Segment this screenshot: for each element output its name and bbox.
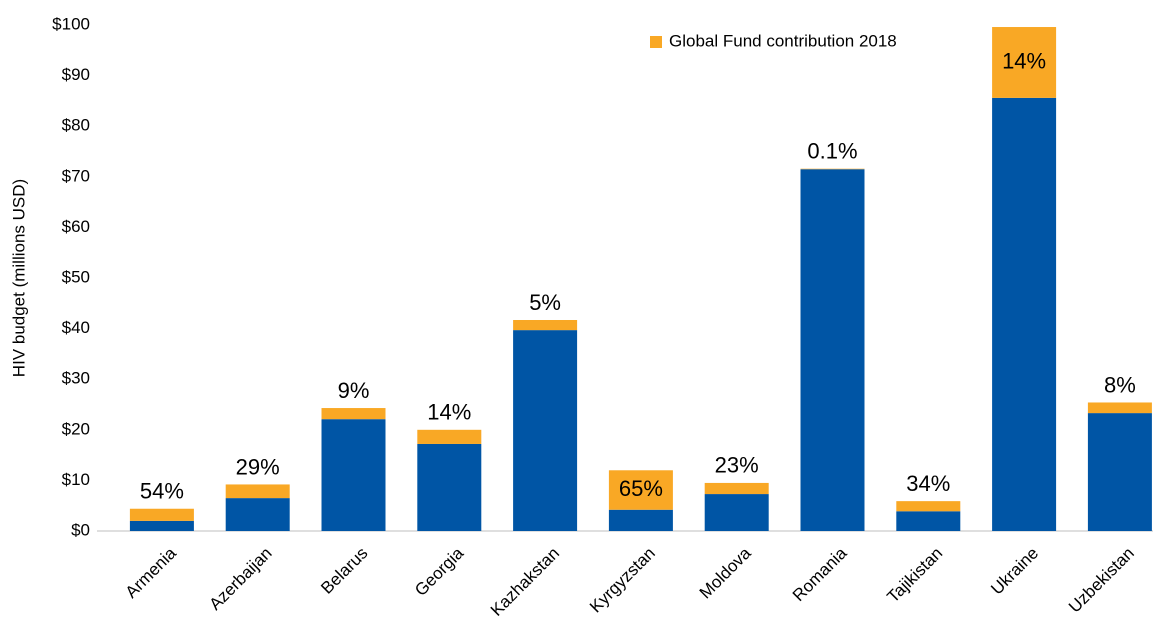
- y-tick-label: $50: [62, 267, 90, 286]
- bar-segment: [896, 511, 961, 531]
- y-tick-label: $0: [71, 520, 90, 539]
- bar-segment: [1087, 413, 1152, 531]
- y-tick-label: $70: [62, 166, 90, 185]
- bar-segment: [608, 509, 673, 531]
- x-tick-label: Ukraine: [987, 544, 1042, 599]
- bar-segment: [1087, 402, 1152, 414]
- bar-segment: [417, 429, 482, 444]
- bar-segment: [417, 443, 482, 531]
- bar-segment: [704, 494, 769, 531]
- bar-segment: [896, 501, 961, 512]
- bar-segment: [800, 168, 865, 170]
- x-tick-label: Tajikistan: [883, 544, 946, 607]
- x-tick-label: Kyrgyzstan: [586, 544, 659, 617]
- x-tick-label: Moldova: [696, 543, 755, 602]
- bar-segment: [225, 498, 290, 531]
- bar-segment: [513, 330, 578, 531]
- share-label: 65%: [619, 476, 663, 501]
- share-label: 14%: [1002, 48, 1046, 73]
- y-axis-title: HIV budget (millions USD): [9, 179, 28, 377]
- share-label: 54%: [140, 479, 184, 504]
- x-tick-label: Romania: [789, 543, 851, 605]
- share-label: 34%: [906, 471, 950, 496]
- x-tick-label: Kazhakstan: [487, 544, 563, 620]
- legend-swatch: [650, 36, 662, 48]
- x-tick-label: Georgia: [411, 543, 468, 600]
- bar-segment: [992, 97, 1057, 531]
- share-label: 23%: [715, 453, 759, 478]
- bar-segment: [321, 419, 386, 531]
- x-tick-label: Uzbekistan: [1065, 544, 1138, 617]
- y-tick-label: $80: [62, 116, 90, 135]
- y-tick-label: $100: [52, 14, 90, 33]
- legend-label: Global Fund contribution 2018: [669, 31, 897, 50]
- bar-segment: [321, 408, 386, 420]
- share-label: 9%: [338, 378, 370, 403]
- bar-segment: [992, 27, 1057, 98]
- bar-segment: [225, 484, 290, 499]
- y-tick-label: $30: [62, 369, 90, 388]
- share-label: 0.1%: [807, 139, 857, 164]
- share-label: 29%: [236, 454, 280, 479]
- y-tick-label: $20: [62, 419, 90, 438]
- bar-segment: [129, 520, 194, 531]
- bar-segment: [129, 508, 194, 521]
- x-tick-label: Azerbaijan: [205, 544, 275, 614]
- y-tick-label: $90: [62, 65, 90, 84]
- bar-segment: [608, 470, 673, 510]
- x-tick-label: Armenia: [122, 543, 181, 602]
- bar-segment: [704, 482, 769, 495]
- y-tick-label: $10: [62, 470, 90, 489]
- bar-segment: [800, 169, 865, 531]
- y-tick-label: $40: [62, 318, 90, 337]
- share-label: 14%: [427, 400, 471, 425]
- share-label: 5%: [529, 290, 561, 315]
- y-tick-label: $60: [62, 217, 90, 236]
- x-tick-label: Belarus: [317, 544, 371, 598]
- share-label: 8%: [1104, 372, 1136, 397]
- bar-segment: [513, 319, 578, 331]
